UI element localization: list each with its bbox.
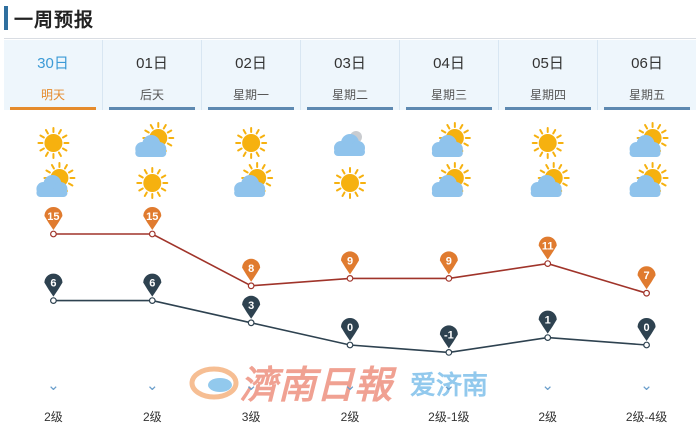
temp-label: 6 — [149, 278, 155, 290]
wind-direction-icon: ⌄ — [244, 377, 258, 394]
watermark-text2: 爱济南 — [410, 371, 488, 401]
temp-label: 15 — [47, 211, 59, 223]
forecast-card: 30日 明天 01日 后天 02日 星期一 03日 星期二 04日 星期三 05日 星期四 06日 星期五 — [4, 40, 696, 440]
tab-underline — [505, 107, 591, 110]
wind-level: 2级-1级 — [428, 410, 470, 424]
temp-marker: 8 — [242, 258, 261, 290]
temp-label: 8 — [248, 263, 254, 275]
temp-label: 11 — [542, 241, 554, 253]
temp-marker: 0 — [637, 318, 656, 349]
temp-marker: 3 — [242, 295, 261, 327]
wind-level: 2级-4级 — [625, 410, 668, 424]
tab-day-3[interactable]: 03日星期二 — [301, 40, 400, 110]
temp-marker: 1 — [538, 310, 557, 342]
night-sun-icon — [136, 167, 169, 199]
temp-marker: 6 — [44, 273, 63, 305]
day-tabs: 30日 明天 01日 后天 02日 星期一 03日 星期二 04日 星期三 05日 星期四 06日 星期五 — [4, 40, 696, 110]
night-sun-icon — [334, 167, 366, 199]
temp-label: 3 — [248, 300, 254, 312]
tab-underline — [604, 107, 690, 110]
tab-underline — [10, 107, 96, 110]
tab-weekday: 星期五 — [628, 88, 665, 102]
tab-date: 05日 — [532, 55, 564, 72]
tab-weekday: 明天 — [40, 88, 65, 102]
night-partly-cloudy-icon — [36, 162, 76, 197]
temp-label: 1 — [545, 315, 551, 327]
temp-marker: 0 — [341, 318, 359, 349]
watermark-logo: 濟南日報 爱济南 — [189, 362, 488, 407]
temp-label: 6 — [50, 278, 56, 290]
tab-day-2[interactable]: 02日星期一 — [202, 40, 301, 110]
day-sun-icon — [37, 127, 70, 159]
wind-direction-icon: ⌄ — [343, 377, 357, 394]
tab-weekday: 星期一 — [232, 88, 269, 102]
temp-label: 9 — [347, 255, 353, 267]
temp-marker: -1 — [439, 325, 458, 356]
temp-marker: 9 — [439, 251, 458, 282]
tab-date: 03日 — [334, 55, 366, 72]
wind-level: 2级 — [142, 410, 162, 424]
night-partly-cloudy-icon — [629, 162, 669, 197]
temp-label: 7 — [644, 270, 650, 282]
watermark-text: 濟南日報 — [240, 362, 397, 407]
temp-marker: 7 — [637, 266, 656, 297]
wind-direction-icon: ⌄ — [442, 377, 456, 394]
temp-marker: 6 — [143, 273, 162, 305]
temp-label: 0 — [644, 322, 650, 334]
wind-level: 2级 — [340, 410, 360, 424]
day-partly-cloudy-icon — [629, 122, 669, 157]
section-header: 一周预报 — [0, 0, 700, 39]
night-partly-cloudy-icon — [530, 162, 570, 197]
tab-weekday: 星期三 — [430, 88, 467, 102]
temp-marker: 15 — [143, 206, 162, 238]
tab-day-4[interactable]: 04日星期三 — [400, 40, 499, 110]
day-sun-icon — [531, 127, 564, 159]
temp-marker: 15 — [44, 207, 63, 238]
tab-date: 02日 — [235, 55, 267, 72]
tab-day-5[interactable]: 05日星期四 — [499, 40, 598, 110]
wind-direction-icon: ⌄ — [640, 377, 653, 394]
tab-date: 01日 — [136, 55, 168, 72]
tab-date: 06日 — [631, 55, 663, 72]
wind-direction-icon: ⌄ — [541, 377, 554, 394]
tab-underline — [307, 107, 393, 110]
day-partly-cloudy-icon — [135, 122, 175, 157]
header-divider — [4, 38, 696, 39]
day-cloudy-icon — [334, 131, 365, 156]
wind-direction-icon: ⌄ — [47, 377, 60, 394]
temp-label: 9 — [446, 255, 452, 267]
tab-day-0[interactable]: 30日明天 — [4, 40, 103, 110]
night-partly-cloudy-icon — [431, 162, 471, 197]
tab-day-1[interactable]: 01日后天 — [103, 40, 202, 110]
tab-weekday: 后天 — [139, 88, 164, 102]
day-sun-icon — [235, 127, 268, 159]
day-partly-cloudy-icon — [431, 122, 471, 157]
night-partly-cloudy-icon — [234, 162, 274, 197]
temp-marker: 9 — [341, 251, 359, 282]
header-accent-bar — [4, 6, 8, 30]
wind-level: 2级 — [44, 410, 63, 424]
tab-weekday: 星期二 — [331, 88, 368, 102]
tab-underline — [109, 107, 195, 110]
tab-weekday: 星期四 — [529, 88, 566, 102]
wind-level: 2级 — [538, 410, 558, 424]
page-title: 一周预报 — [14, 10, 95, 31]
temp-marker: 11 — [538, 236, 557, 268]
tab-day-6[interactable]: 06日星期五 — [598, 40, 696, 110]
tab-underline — [406, 107, 492, 110]
tab-date: 04日 — [433, 55, 465, 72]
wind-level: 3级 — [241, 410, 261, 424]
wind-direction-icon: ⌄ — [145, 377, 159, 394]
tab-underline — [208, 107, 294, 110]
temp-label: 15 — [146, 211, 158, 223]
tab-date: 30日 — [37, 55, 69, 72]
temp-label: 0 — [347, 322, 353, 334]
temp-label: -1 — [444, 329, 454, 341]
